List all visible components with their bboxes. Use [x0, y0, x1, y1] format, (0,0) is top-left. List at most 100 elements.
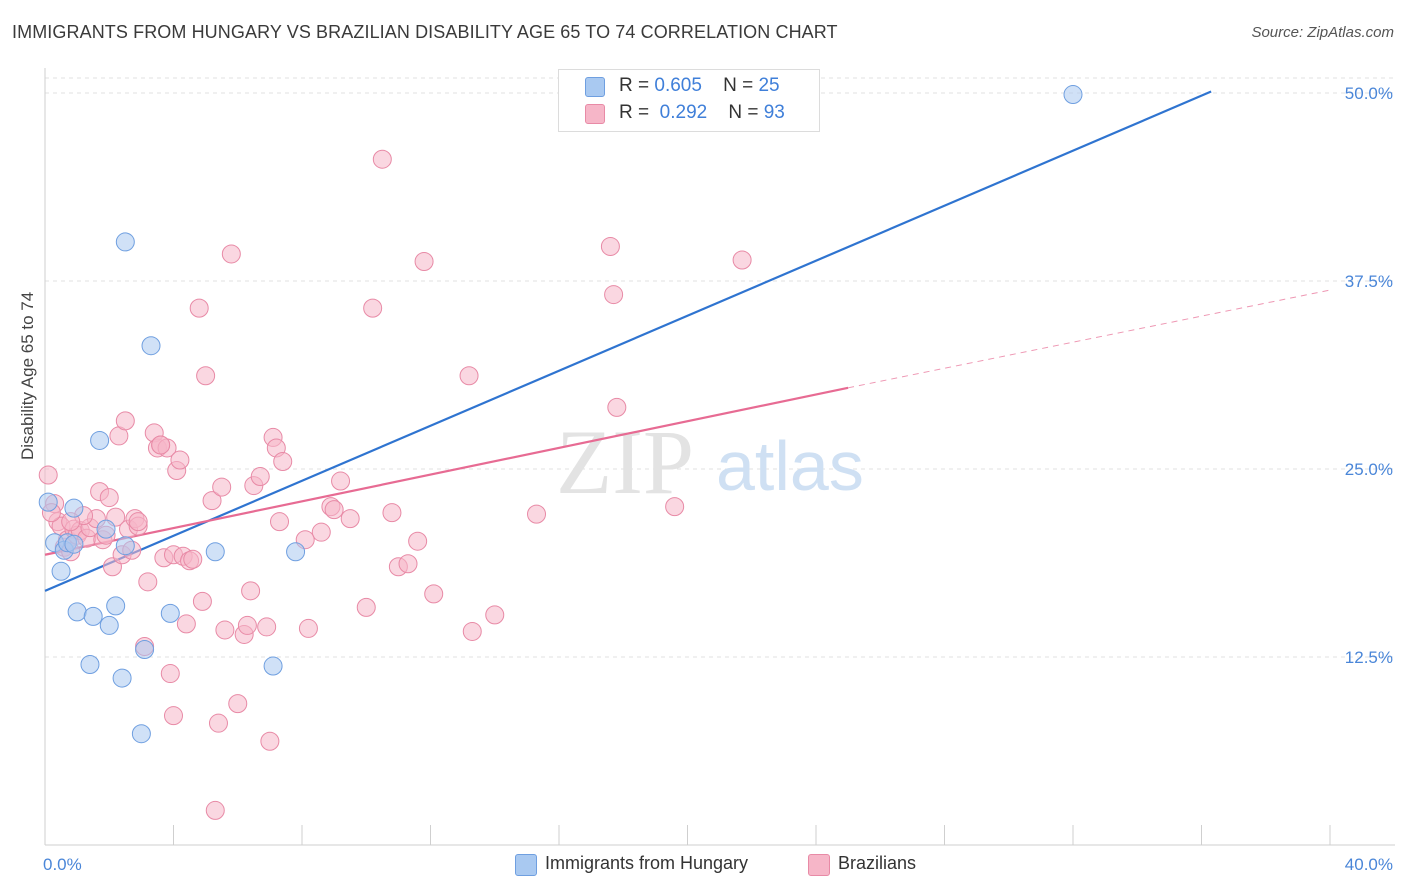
point-brazilians [170, 450, 190, 470]
point-brazilians [356, 597, 376, 617]
legend-r-value: 0.292 [659, 102, 708, 123]
point-brazilians [196, 366, 216, 386]
watermark: ZIP atlas [556, 411, 864, 513]
point-brazilians [38, 465, 58, 485]
point-brazilians [241, 581, 261, 601]
point-brazilians [462, 621, 482, 641]
watermark-zip: ZIP [556, 411, 694, 513]
point-immigrants-from-hungary [83, 606, 103, 626]
point-brazilians [212, 477, 232, 497]
point-immigrants-from-hungary [263, 656, 283, 676]
trend-lines [44, 90, 1331, 592]
point-brazilians [164, 706, 183, 726]
point-brazilians [189, 298, 209, 318]
point-brazilians [151, 435, 171, 455]
legend-label-brazilians: Brazilians [838, 853, 917, 873]
legend-n-label: N = [728, 102, 759, 123]
trend-line-brazilians [44, 386, 849, 556]
legend-n-label: N = [723, 75, 754, 96]
point-brazilians [732, 250, 752, 270]
point-immigrants-from-hungary [96, 519, 116, 539]
point-immigrants-from-hungary [99, 615, 119, 635]
point-brazilians [527, 504, 547, 524]
chart-title: IMMIGRANTS FROM HUNGARY VS BRAZILIAN DIS… [12, 22, 838, 42]
point-immigrants-from-hungary [51, 561, 71, 581]
point-immigrants-from-hungary [106, 596, 126, 616]
y-axis-title: Disability Age 65 to 74 [18, 291, 37, 460]
legend-label-hungary: Immigrants from Hungary [545, 853, 749, 873]
point-brazilians [228, 694, 248, 714]
y-tick-label: 12.5% [1345, 648, 1393, 667]
point-brazilians [298, 618, 318, 638]
legend-swatch-brazilians [585, 104, 605, 124]
point-brazilians [205, 800, 225, 820]
point-brazilians [424, 584, 444, 604]
point-immigrants-from-hungary [115, 536, 135, 556]
point-brazilians [202, 491, 222, 511]
point-brazilians [372, 149, 392, 169]
point-brazilians [607, 397, 627, 417]
point-brazilians [183, 549, 203, 569]
point-brazilians [340, 509, 360, 529]
point-immigrants-from-hungary [160, 603, 180, 623]
legend-n-value: 93 [763, 102, 785, 123]
gridlines [45, 77, 1395, 658]
legend-swatch-brazilians [808, 854, 830, 876]
point-brazilians [160, 664, 180, 684]
point-brazilians [485, 605, 505, 625]
point-immigrants-from-hungary [90, 430, 110, 450]
point-brazilians [331, 471, 351, 491]
y-tick-label: 25.0% [1345, 460, 1393, 479]
x-tick-label: 0.0% [43, 855, 82, 874]
point-immigrants-from-hungary [80, 655, 100, 675]
point-immigrants-from-hungary [141, 336, 161, 356]
legend-r-label: R = [619, 75, 650, 96]
point-brazilians [270, 512, 290, 532]
point-brazilians [382, 503, 402, 523]
point-brazilians [408, 531, 428, 551]
point-brazilians [260, 731, 280, 751]
tick-labels: 12.5% 25.0% 37.5% 50.0% 0.0% 40.0% [43, 84, 1393, 874]
point-brazilians [192, 591, 212, 611]
point-immigrants-from-hungary [205, 542, 225, 562]
point-brazilians [208, 713, 228, 733]
axes [44, 68, 1395, 846]
y-tick-label: 37.5% [1345, 272, 1393, 291]
point-immigrants-from-hungary [131, 724, 151, 744]
point-brazilians [311, 522, 331, 542]
trend-extension-brazilians [848, 289, 1331, 389]
point-brazilians [138, 572, 158, 592]
point-brazilians [115, 411, 135, 431]
point-immigrants-from-hungary [67, 602, 87, 622]
point-brazilians [398, 554, 418, 574]
point-brazilians [273, 452, 293, 471]
point-brazilians [363, 298, 383, 318]
point-brazilians [324, 500, 344, 520]
point-brazilians [414, 251, 434, 271]
legend-r-value: 0.605 [654, 75, 702, 96]
source-label: Source: ZipAtlas.com [1251, 24, 1394, 41]
legend-swatch-hungary [515, 854, 537, 876]
point-immigrants-from-hungary [64, 498, 84, 518]
point-immigrants-from-hungary [112, 668, 132, 688]
point-immigrants-from-hungary [135, 639, 155, 659]
watermark-atlas: atlas [716, 427, 864, 505]
point-brazilians [665, 497, 685, 517]
point-brazilians [215, 620, 235, 640]
point-brazilians [128, 512, 148, 532]
point-brazilians [459, 366, 479, 386]
trend-line-immigrants-from-hungary [44, 90, 1212, 592]
point-immigrants-from-hungary [38, 492, 58, 512]
x-tick-label: 40.0% [1345, 855, 1393, 874]
point-brazilians [600, 236, 620, 256]
point-brazilians [237, 615, 257, 635]
point-brazilians [176, 614, 196, 634]
point-immigrants-from-hungary [1063, 85, 1083, 105]
series-legend: Immigrants from Hungary Brazilians [0, 852, 1406, 878]
point-immigrants-from-hungary [115, 232, 135, 252]
point-brazilians [250, 467, 270, 487]
legend-r-label: R = [619, 102, 650, 123]
point-brazilians [604, 285, 624, 305]
point-immigrants-from-hungary [64, 534, 84, 554]
